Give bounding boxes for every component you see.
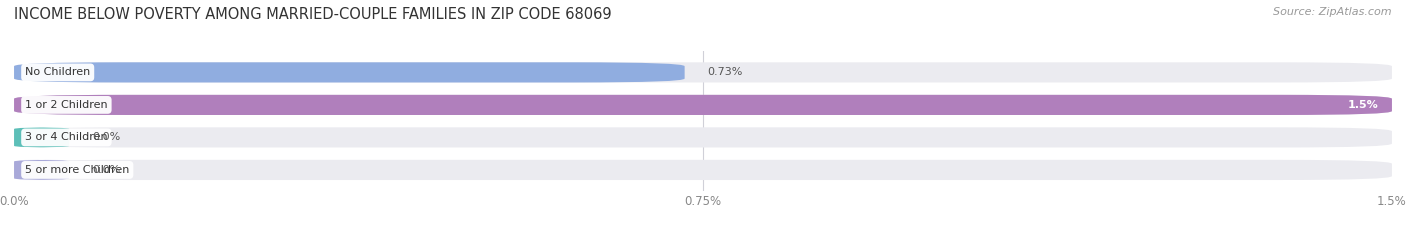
FancyBboxPatch shape xyxy=(14,95,1392,115)
FancyBboxPatch shape xyxy=(14,127,1392,147)
Text: 1.5%: 1.5% xyxy=(1347,100,1378,110)
FancyBboxPatch shape xyxy=(14,127,69,147)
FancyBboxPatch shape xyxy=(14,95,1392,115)
Text: INCOME BELOW POVERTY AMONG MARRIED-COUPLE FAMILIES IN ZIP CODE 68069: INCOME BELOW POVERTY AMONG MARRIED-COUPL… xyxy=(14,7,612,22)
Text: Source: ZipAtlas.com: Source: ZipAtlas.com xyxy=(1274,7,1392,17)
FancyBboxPatch shape xyxy=(14,62,1392,82)
FancyBboxPatch shape xyxy=(14,62,685,82)
Text: 3 or 4 Children: 3 or 4 Children xyxy=(25,132,108,142)
Text: 1 or 2 Children: 1 or 2 Children xyxy=(25,100,108,110)
Text: 0.73%: 0.73% xyxy=(707,67,742,77)
Text: 0.0%: 0.0% xyxy=(93,165,121,175)
Text: No Children: No Children xyxy=(25,67,90,77)
FancyBboxPatch shape xyxy=(14,160,69,180)
Text: 0.0%: 0.0% xyxy=(93,132,121,142)
Text: 5 or more Children: 5 or more Children xyxy=(25,165,129,175)
FancyBboxPatch shape xyxy=(14,160,1392,180)
